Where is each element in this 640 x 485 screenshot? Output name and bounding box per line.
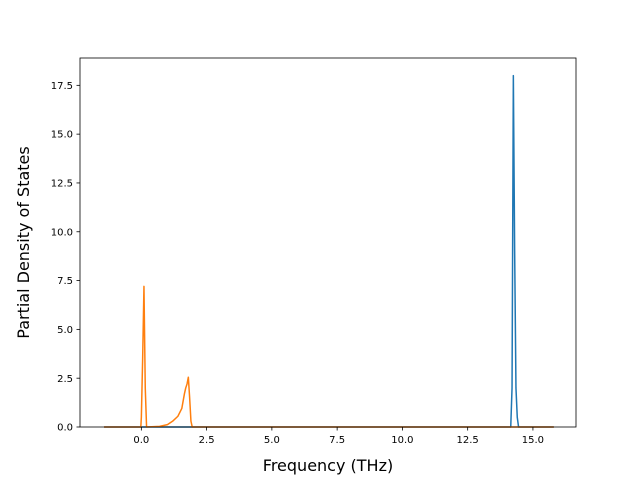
y-axis-label: Partial Density of States: [14, 146, 33, 338]
y-tick-label: 2.5: [57, 374, 73, 385]
x-axis-ticks: 0.0 2.5 5.0 7.5 10.0 12.5 15.0: [133, 427, 544, 446]
y-tick-label: 7.5: [57, 276, 73, 287]
y-tick-label: 0.0: [57, 423, 73, 434]
x-tick-label: 2.5: [199, 435, 215, 446]
x-tick-label: 7.5: [329, 435, 345, 446]
y-tick-label: 12.5: [51, 179, 73, 190]
y-tick-label: 15.0: [51, 130, 73, 141]
y-tick-label: 10.0: [51, 227, 73, 238]
x-tick-label: 0.0: [133, 435, 149, 446]
series-layer: [104, 74, 554, 428]
y-tick-label: 17.5: [51, 81, 73, 92]
series-line-1: [104, 74, 554, 428]
x-tick-label: 10.0: [391, 435, 413, 446]
x-tick-label: 5.0: [264, 435, 280, 446]
y-tick-label: 5.0: [57, 325, 73, 336]
axes-frame: [79, 57, 577, 428]
y-axis-ticks: 0.0 2.5 5.0 7.5 10.0 12.5 15.0 17.5: [51, 81, 80, 434]
x-tick-label: 12.5: [457, 435, 479, 446]
x-tick-label: 15.0: [522, 435, 544, 446]
x-axis-label: Frequency (THz): [263, 456, 393, 475]
series-line-2: [104, 285, 554, 428]
